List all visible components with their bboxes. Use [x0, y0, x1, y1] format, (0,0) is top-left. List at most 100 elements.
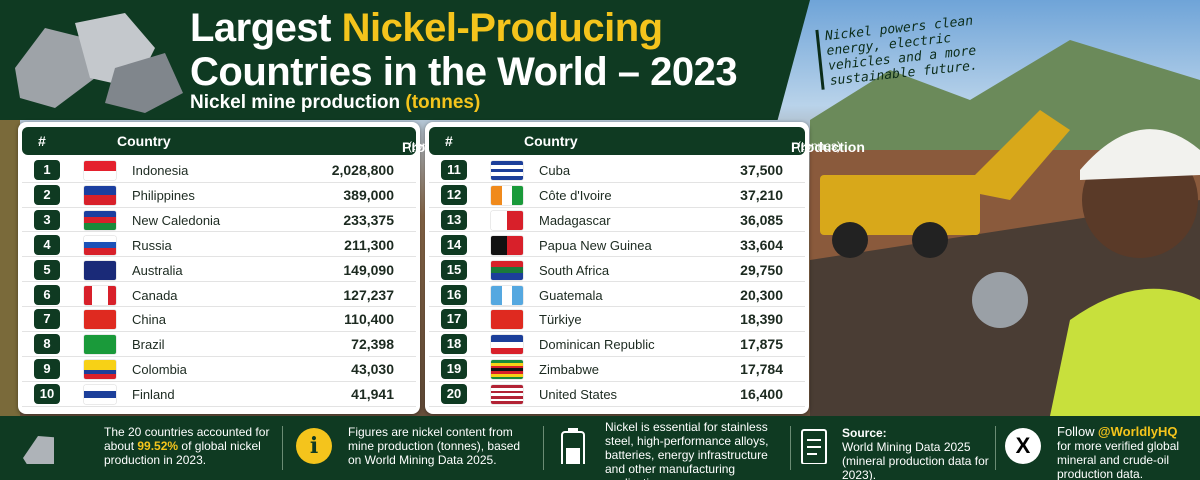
- table-row: 5 Australia 149,090: [22, 258, 416, 283]
- production-value: 36,085: [740, 211, 783, 228]
- table-row: 12 Côte d'Ivoire 37,210: [429, 183, 805, 208]
- rank-badge: 5: [34, 259, 60, 280]
- rank-badge: 6: [34, 284, 60, 305]
- country-name: Philippines: [132, 187, 195, 203]
- production-value: 33,604: [740, 236, 783, 253]
- flag: [84, 360, 116, 380]
- nickel-nuggets: [15, 13, 183, 113]
- info-icon: i: [296, 428, 332, 464]
- rank-badge: 16: [441, 284, 467, 305]
- left-strip: [0, 120, 20, 416]
- production-value: 110,400: [344, 311, 394, 328]
- rank-badge: 13: [441, 209, 467, 230]
- follow-after: for more verified global mineral and cru…: [1057, 439, 1180, 480]
- flag-stripe: [84, 242, 116, 249]
- share-note: The 20 countries accounted for about 99.…: [104, 425, 274, 467]
- flag-stripe: [84, 195, 116, 205]
- flag-stripe: [491, 365, 523, 369]
- header-production-unit: (tonnes): [797, 139, 842, 153]
- flag-stripe: [491, 385, 523, 388]
- rank-badge: 19: [441, 359, 467, 380]
- footer: The 20 countries accounted for about 99.…: [0, 416, 1200, 480]
- flag-stripe: [491, 368, 523, 372]
- flag-stripe: [507, 235, 523, 255]
- flag-stripe: [84, 397, 116, 405]
- flag-stripe: [491, 172, 523, 177]
- table-header: # Country Production(tonnes): [429, 127, 865, 155]
- mine-scene: [810, 40, 1200, 416]
- flag: [491, 235, 523, 255]
- x-icon: X: [1005, 428, 1041, 464]
- country-name: South Africa: [539, 262, 610, 278]
- flag-stripe: [491, 285, 502, 305]
- flag-stripe: [84, 248, 116, 255]
- rank-badge: 17: [441, 309, 467, 330]
- table-row: 4 Russia 211,300: [22, 233, 416, 258]
- table-row: 20 United States 16,400: [429, 382, 805, 407]
- production-value: 37,500: [740, 162, 783, 178]
- flag-stripe: [84, 285, 92, 305]
- production-value: 43,030: [351, 361, 394, 378]
- flag-stripe: [501, 185, 513, 205]
- flag-stripe: [501, 285, 513, 305]
- table-row: 7 China 110,400: [22, 307, 416, 333]
- flag-stripe: [84, 170, 116, 180]
- flag-stripe: [491, 176, 523, 180]
- country-name: Côte d'Ivoire: [539, 187, 612, 203]
- flag: [84, 161, 116, 180]
- flag: [84, 335, 116, 355]
- document-icon: [801, 429, 827, 464]
- production-value: 211,300: [344, 236, 394, 253]
- table-row: 15 South Africa 29,750: [429, 258, 805, 283]
- flag-stripe: [491, 376, 523, 380]
- rank-badge: 14: [441, 234, 467, 255]
- flag-stripe: [84, 161, 116, 171]
- flag-stripe: [84, 360, 116, 365]
- country-name: Australia: [132, 262, 183, 278]
- flag-stripe: [512, 285, 523, 305]
- table-row: 1 Indonesia 2,028,800: [22, 158, 416, 183]
- rank-badge: 2: [34, 184, 60, 205]
- flag-stripe: [491, 387, 523, 391]
- follow-before: Follow: [1057, 424, 1095, 439]
- title-line-2: Countries in the World – 2023: [190, 50, 738, 94]
- production-value: 20,300: [740, 286, 783, 303]
- production-value: 41,941: [351, 386, 394, 403]
- flag-stripe: [84, 260, 116, 280]
- flag-stripe: [491, 362, 523, 366]
- share-bold: 99.52%: [137, 439, 179, 453]
- flag-stripe: [84, 369, 116, 375]
- flag-stripe: [84, 385, 116, 392]
- flag-stripe: [491, 273, 523, 280]
- flag-stripe: [84, 364, 116, 370]
- country-name: Canada: [132, 287, 178, 303]
- flag: [491, 385, 523, 405]
- flag: [491, 310, 523, 330]
- flag-stripe: [84, 185, 116, 196]
- flag-stripe: [491, 371, 523, 374]
- subtitle: Nickel mine production (tonnes): [190, 92, 480, 114]
- subtitle-text: Nickel mine production: [190, 92, 401, 113]
- flag: [84, 385, 116, 405]
- flag-stripe: [491, 347, 523, 355]
- title-start: Largest: [190, 6, 332, 50]
- source-label: Source:: [842, 426, 887, 440]
- flag-stripe: [491, 260, 523, 267]
- production-value: 37,210: [740, 186, 783, 203]
- nugget-icon: [23, 436, 54, 464]
- rank-badge: 10: [34, 384, 60, 405]
- flag-stripe: [491, 398, 523, 402]
- country-name: Guatemala: [539, 287, 603, 303]
- country-name: Indonesia: [132, 163, 189, 178]
- title-highlight: Nickel-Producing: [341, 6, 663, 50]
- rank-badge: 18: [441, 334, 467, 355]
- country-name: Brazil: [132, 337, 165, 353]
- country-name: Madagascar: [539, 212, 611, 228]
- flag-stripe: [491, 393, 523, 396]
- uses-note: Nickel is essential for stainless steel,…: [605, 420, 769, 480]
- flag-stripe: [100, 285, 108, 305]
- rank-badge: 15: [441, 259, 467, 280]
- flag-stripe: [491, 373, 523, 377]
- table-row: 11 Cuba 37,500: [429, 158, 805, 183]
- flag: [84, 210, 116, 230]
